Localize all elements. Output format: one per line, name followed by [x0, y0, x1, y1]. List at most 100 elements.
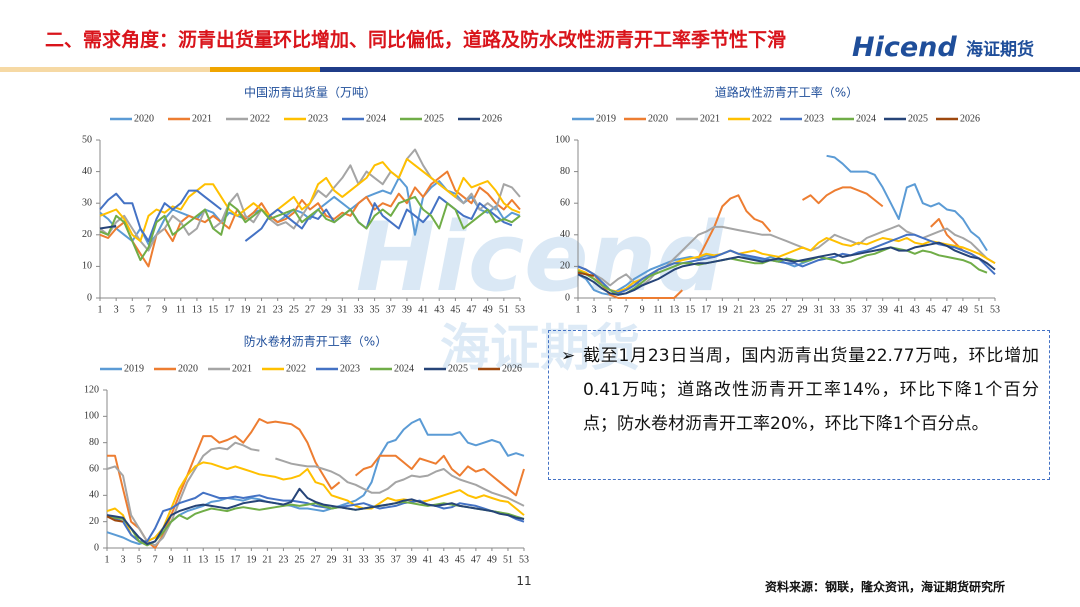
slide-title: 二、需求角度：沥青出货量环比增加、同比偏低，道路及防水改性沥青开工率季节性下滑: [45, 28, 786, 51]
chart-title: 中国沥青出货量（万吨）: [244, 85, 376, 100]
legend-label: 2020: [134, 113, 154, 124]
x-tick-label: 33: [830, 304, 840, 315]
x-tick-label: 23: [749, 304, 759, 315]
x-tick-label: 45: [455, 554, 465, 565]
y-tick-label: 0: [94, 542, 99, 553]
series-line: [99, 189, 513, 243]
logo-name: Hicend: [852, 32, 957, 63]
y-tick-label: 80: [560, 166, 570, 177]
series-line: [107, 418, 525, 549]
x-tick-label: 29: [798, 304, 808, 315]
x-tick-label: 33: [353, 304, 363, 315]
x-tick-label: 7: [624, 304, 629, 315]
x-tick-label: 19: [246, 554, 256, 565]
y-tick-label: 0: [565, 292, 570, 303]
legend-label: 2024: [366, 113, 386, 124]
x-tick-label: 43: [434, 304, 444, 315]
series-line: [106, 487, 525, 545]
x-tick-label: 29: [327, 554, 337, 565]
x-tick-label: 39: [402, 304, 412, 315]
x-tick-label: 5: [608, 304, 613, 315]
y-tick-label: 20: [89, 516, 99, 527]
x-tick-label: 1: [98, 304, 103, 315]
note-box: 截至1月23日当周，国内沥青出货量22.77万吨，环比增加0.41万吨；道路改性…: [548, 330, 1050, 480]
legend-label: 2019: [596, 113, 616, 124]
x-tick-label: 9: [162, 304, 167, 315]
y-tick-label: 40: [82, 166, 92, 177]
x-tick-label: 29: [321, 304, 331, 315]
legend-label: 2024: [856, 113, 876, 124]
legend-label: 2022: [250, 113, 270, 124]
source: 资料来源：钢联，隆众资讯，海证期货研究所: [765, 579, 1005, 594]
x-tick-label: 13: [669, 304, 679, 315]
x-tick-label: 25: [765, 304, 775, 315]
series-line: [577, 224, 996, 287]
x-tick-label: 51: [499, 304, 509, 315]
x-tick-label: 13: [192, 304, 202, 315]
x-tick-label: 45: [450, 304, 460, 315]
x-tick-label: 31: [337, 304, 347, 315]
x-tick-label: 23: [278, 554, 288, 565]
x-tick-label: 1: [105, 554, 110, 565]
x-tick-label: 39: [878, 304, 888, 315]
y-tick-label: 80: [89, 437, 99, 448]
x-tick-label: 39: [407, 554, 417, 565]
legend-label: 2023: [804, 113, 824, 124]
x-tick-label: 17: [701, 304, 711, 315]
x-tick-label: 35: [375, 554, 385, 565]
legend-label: 2021: [192, 113, 212, 124]
chart-title: 防水卷材沥青开工率（%）: [244, 334, 387, 349]
series-line: [106, 515, 124, 523]
y-tick-label: 100: [555, 134, 570, 145]
y-tick-label: 40: [89, 490, 99, 501]
x-tick-label: 11: [176, 304, 186, 315]
y-tick-label: 50: [82, 134, 92, 145]
x-tick-label: 33: [359, 554, 369, 565]
x-tick-label: 53: [519, 554, 529, 565]
x-tick-label: 43: [910, 304, 920, 315]
legend-label: 2026: [482, 113, 502, 124]
x-tick-label: 43: [439, 554, 449, 565]
series-line: [99, 225, 117, 230]
x-tick-label: 35: [846, 304, 856, 315]
series-line: [577, 241, 996, 296]
x-tick-label: 49: [487, 554, 497, 565]
legend-label: 2019: [124, 363, 144, 374]
legend-label: 2025: [908, 113, 928, 124]
series-line: [106, 461, 525, 543]
x-tick-label: 5: [130, 304, 135, 315]
legend-label: 2025: [424, 113, 444, 124]
watermark: Hicend: [356, 203, 725, 313]
legend-label: 2025: [448, 363, 468, 374]
series-line: [577, 186, 988, 299]
y-tick-label: 20: [560, 261, 570, 272]
legend-label: 2020: [178, 363, 198, 374]
x-tick-label: 53: [515, 304, 525, 315]
x-tick-label: 17: [224, 304, 234, 315]
x-tick-label: 1: [576, 304, 581, 315]
legend-label: 2026: [502, 363, 522, 374]
x-tick-label: 5: [137, 554, 142, 565]
x-tick-label: 53: [990, 304, 1000, 315]
x-tick-label: 35: [370, 304, 380, 315]
x-tick-label: 7: [153, 554, 158, 565]
x-tick-label: 11: [182, 554, 192, 565]
x-tick-label: 21: [733, 304, 743, 315]
legend-label: 2021: [232, 363, 252, 374]
x-tick-label: 9: [169, 554, 174, 565]
x-tick-label: 27: [311, 554, 321, 565]
y-tick-label: 20: [82, 229, 92, 240]
x-tick-label: 27: [782, 304, 792, 315]
y-tick-label: 10: [82, 261, 92, 272]
series-line: [99, 170, 521, 268]
x-tick-label: 21: [257, 304, 267, 315]
series-line: [577, 233, 996, 295]
x-tick-label: 23: [273, 304, 283, 315]
y-tick-label: 40: [560, 229, 570, 240]
x-tick-label: 41: [418, 304, 428, 315]
x-tick-label: 13: [198, 554, 208, 565]
x-tick-label: 49: [483, 304, 493, 315]
chart-title: 道路改性沥青开工率（%）: [715, 85, 858, 100]
